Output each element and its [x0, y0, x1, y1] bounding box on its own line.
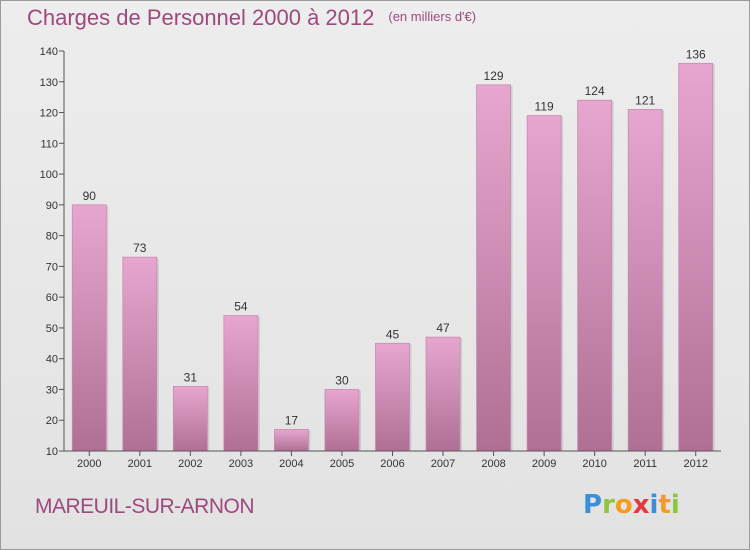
- y-tick-label: 140: [40, 46, 58, 58]
- bar-2001: [122, 256, 158, 452]
- bar-2004: [274, 429, 309, 452]
- x-tick-label: 2009: [532, 458, 556, 470]
- logo-letter: P: [583, 490, 603, 520]
- bar-value-label: 73: [133, 241, 147, 255]
- bar-2005: [324, 389, 360, 452]
- proxiti-logo: Proxiti: [583, 490, 680, 520]
- x-tick-label: 2005: [330, 458, 354, 470]
- y-tick-label: 10: [46, 446, 58, 458]
- bar-2010: [577, 99, 613, 452]
- bar-2008: [476, 84, 511, 452]
- y-tick-label: 70: [46, 261, 58, 273]
- logo-letter: t: [658, 490, 671, 520]
- bar-value-label: 90: [83, 189, 97, 203]
- y-tick-label: 130: [40, 77, 58, 89]
- bar-2012: [678, 62, 714, 452]
- bar-2011: [627, 109, 663, 452]
- bar-2006: [375, 342, 410, 452]
- chart-title: Charges de Personnel 2000 à 2012: [27, 5, 375, 30]
- y-tick-label: 50: [46, 323, 58, 335]
- bar-value-label: 129: [484, 69, 504, 83]
- x-tick-label: 2006: [380, 458, 404, 470]
- chart-subtitle: (en milliers d'€): [388, 9, 477, 24]
- y-tick-label: 120: [40, 108, 58, 120]
- bar-2009: [526, 115, 562, 452]
- logo-letter: x: [632, 490, 650, 520]
- commune-name: MAREUIL-SUR-ARNON: [35, 495, 255, 518]
- logo-letter: i: [670, 490, 680, 520]
- y-tick-label: 40: [46, 354, 58, 366]
- x-tick-label: 2003: [229, 458, 253, 470]
- bar-value-label: 124: [585, 84, 605, 98]
- bar-2000: [71, 204, 107, 452]
- bar-value-label: 47: [436, 321, 450, 335]
- x-tick-label: 2000: [77, 458, 101, 470]
- logo-letter: i: [649, 490, 659, 520]
- bar-2003: [223, 315, 259, 452]
- y-tick-label: 60: [46, 292, 58, 304]
- y-tick-label: 90: [46, 200, 58, 212]
- bar-value-label: 136: [686, 47, 706, 61]
- bar-value-label: 17: [285, 413, 299, 427]
- bar-value-label: 121: [635, 93, 655, 107]
- y-tick-label: 30: [46, 384, 58, 396]
- y-tick-label: 80: [46, 231, 58, 243]
- x-tick-label: 2002: [178, 458, 202, 470]
- chart-title-block: Charges de Personnel 2000 à 2012 (en mill…: [27, 5, 476, 31]
- bars-group: 90 73 31 54 17 30 45 47 129 119 124 121 136: [71, 47, 715, 452]
- bar-value-label: 54: [234, 300, 248, 314]
- x-tick-label: 2001: [128, 458, 152, 470]
- x-tick-label: 2012: [683, 458, 707, 470]
- x-tick-label: 2004: [279, 458, 303, 470]
- x-tick-label: 2007: [431, 458, 455, 470]
- bar-value-label: 119: [535, 100, 554, 114]
- logo-letter: r: [602, 490, 615, 520]
- y-tick-label: 100: [40, 169, 58, 181]
- bar-value-label: 45: [386, 327, 400, 341]
- x-tick-label: 2011: [633, 458, 657, 470]
- x-tick-label: 2008: [481, 458, 505, 470]
- bar-value-label: 31: [184, 370, 198, 384]
- y-tick-label: 20: [46, 415, 58, 427]
- y-tick-label: 110: [40, 138, 58, 150]
- x-tick-label: 2010: [582, 458, 606, 470]
- bar-2007: [425, 336, 461, 452]
- x-axis: 2000 2001 2002 2003 2004 2005 2006 2007 2008 2009…: [64, 450, 721, 470]
- bar-2002: [172, 385, 208, 452]
- logo-letter: o: [614, 490, 633, 520]
- bar-value-label: 30: [335, 373, 349, 387]
- y-axis: 10 20 30 40 50 60 70 80 90 100 110 120 130 140: [40, 46, 65, 458]
